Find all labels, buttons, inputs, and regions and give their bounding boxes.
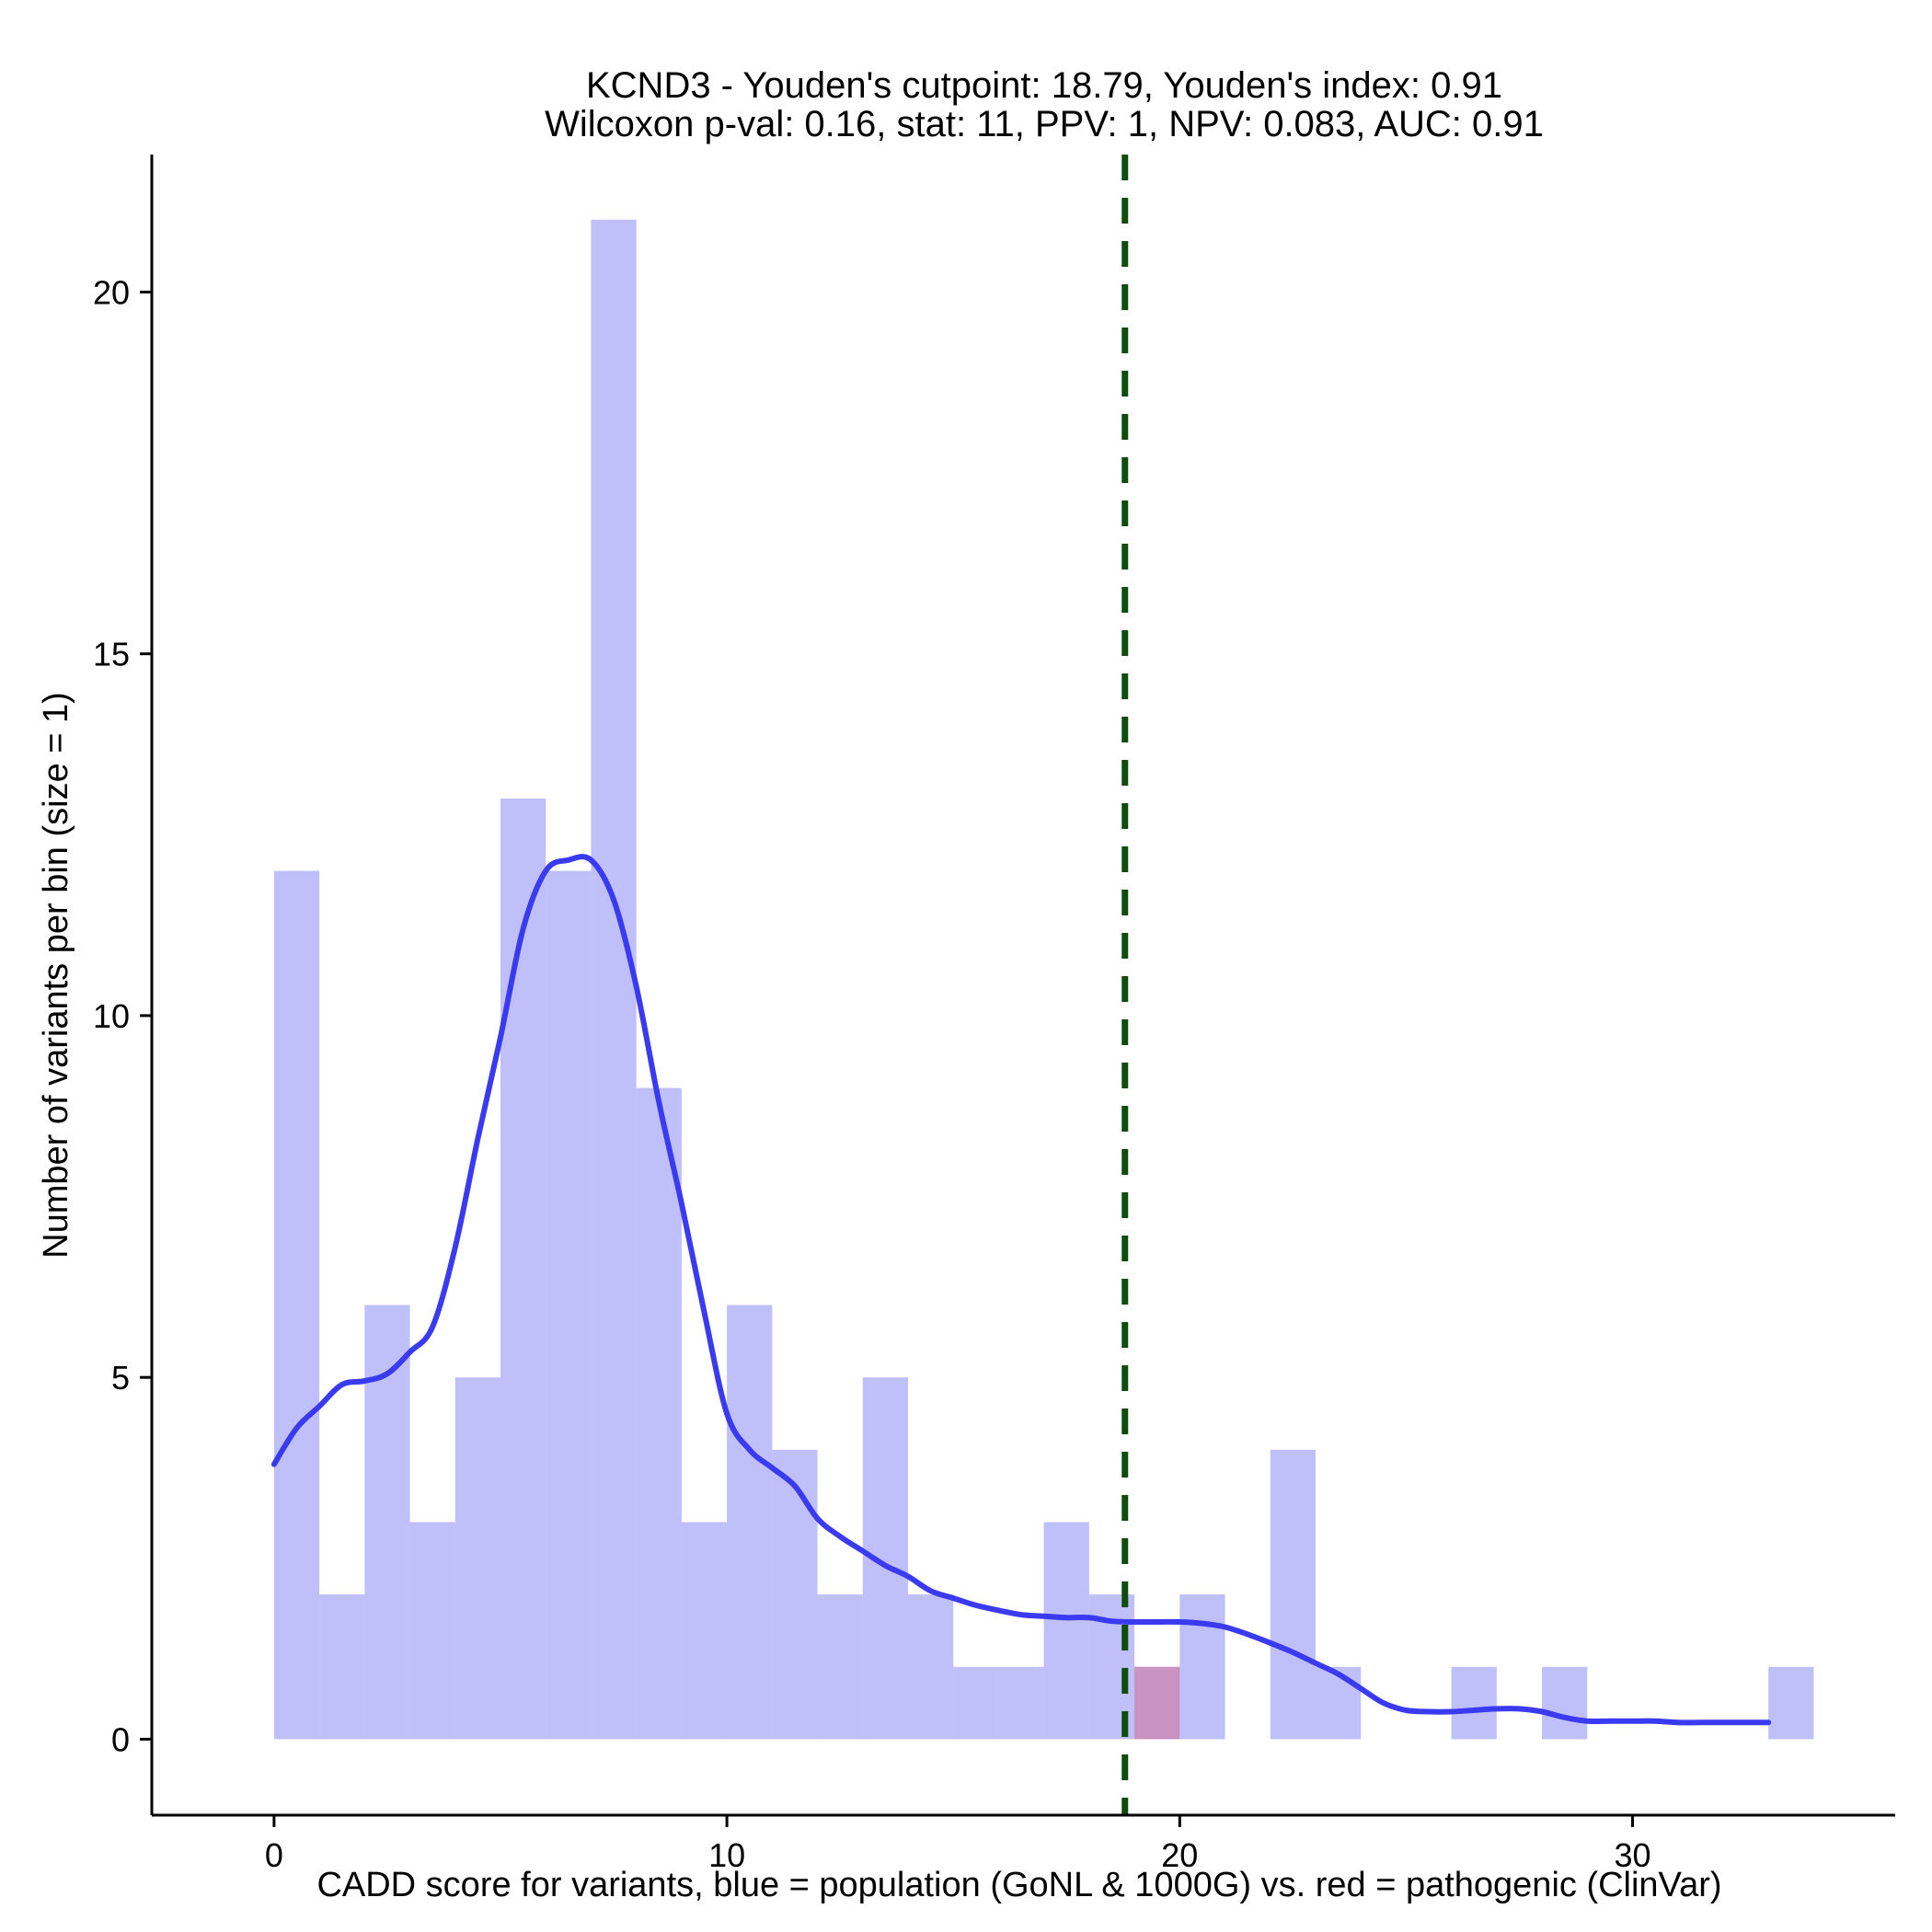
x-axis-ticks: 0 10 20 30 xyxy=(265,1815,1651,1874)
population-bar-9 xyxy=(681,1522,728,1740)
histogram-bars xyxy=(273,219,1814,1740)
y-tick-label: 20 xyxy=(93,273,130,311)
density-curve xyxy=(270,854,1772,1726)
population-bar-3 xyxy=(409,1522,455,1740)
population-bar-20 xyxy=(1179,1594,1225,1740)
y-tick-label: 0 xyxy=(111,1720,130,1758)
x-tick-label: 10 xyxy=(708,1836,745,1874)
population-bar-0 xyxy=(273,870,320,1740)
x-axis-label: CADD score for variants, blue = populati… xyxy=(316,1866,1721,1904)
y-axis-ticks: 0 5 10 15 20 xyxy=(93,273,152,1758)
y-axis-label: Number of variants per bin (size = 1) xyxy=(37,692,75,1259)
population-bar-7 xyxy=(591,219,637,1740)
population-bar-1 xyxy=(319,1594,365,1740)
chart-title: KCND3 - Youden's cutpoint: 18.79, Youden… xyxy=(545,65,1544,144)
population-bar-21 xyxy=(1270,1449,1316,1740)
population-bar-8 xyxy=(636,1087,682,1740)
population-bar-25 xyxy=(1768,1666,1814,1740)
title-line-1: KCND3 - Youden's cutpoint: 18.79, Youden… xyxy=(586,65,1502,106)
population-bar-16 xyxy=(998,1666,1044,1740)
population-bar-22 xyxy=(1315,1666,1362,1740)
population-bar-12 xyxy=(817,1594,863,1740)
population-bar-17 xyxy=(1043,1522,1089,1740)
x-tick-label: 0 xyxy=(265,1836,283,1874)
population-bar-24 xyxy=(1542,1666,1588,1740)
population-bar-11 xyxy=(772,1449,818,1740)
population-bar-4 xyxy=(454,1377,500,1740)
axes xyxy=(150,155,1895,1817)
population-bar-5 xyxy=(500,798,546,1740)
y-tick-label: 10 xyxy=(93,997,130,1035)
population-bar-2 xyxy=(364,1305,410,1740)
population-bar-23 xyxy=(1451,1666,1497,1740)
title-line-2: Wilcoxon p-val: 0.16, stat: 11, PPV: 1, … xyxy=(545,104,1544,144)
population-bar-10 xyxy=(727,1305,773,1740)
x-tick-label: 20 xyxy=(1161,1836,1198,1874)
x-tick-label: 30 xyxy=(1614,1836,1650,1874)
pathogenic-bar-0 xyxy=(1134,1666,1180,1740)
population-bar-15 xyxy=(953,1666,999,1740)
y-tick-label: 5 xyxy=(111,1359,130,1397)
population-bar-6 xyxy=(546,870,592,1740)
y-tick-label: 15 xyxy=(93,636,130,673)
population-bar-14 xyxy=(907,1594,954,1740)
density-curve-group xyxy=(270,854,1772,1726)
